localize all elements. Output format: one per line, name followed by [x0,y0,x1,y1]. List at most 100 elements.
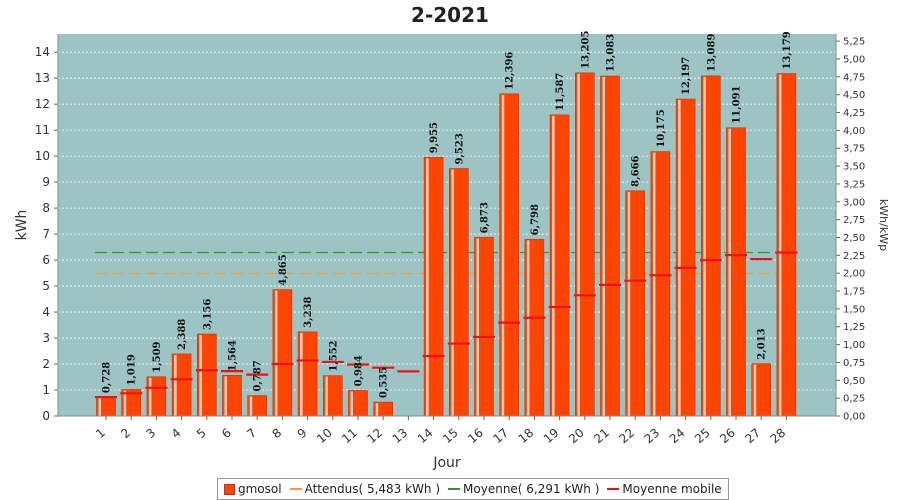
x-tick-label-2: 2 [118,426,133,442]
x-tick-label-20: 20 [566,426,587,447]
value-label-14: 9,955 [429,122,440,153]
y2-tick-label: 2,00 [843,269,865,280]
bar-highlight-6 [224,376,227,416]
legend: gmosol Attendus( 5,483 kWh ) Moyenne( 6,… [217,478,729,500]
x-tick-label-26: 26 [717,426,738,447]
value-label-21: 13,083 [606,34,617,72]
value-label-18: 6,798 [530,204,541,235]
value-label-4: 2,388 [177,319,188,350]
value-labels: 0,728 1,019 1,509 2,388 3,156 1,564 0,787 4,865… [102,31,793,399]
x-tick-label-7: 7 [244,426,259,442]
y-tick-label: 4 [42,305,50,319]
y2-tick-label: 3,00 [843,197,865,208]
bar-highlight-8 [274,290,278,416]
bar-highlight-23 [652,152,656,416]
y-tick-label: 2 [42,357,50,371]
value-label-15: 9,523 [454,133,465,164]
value-label-16: 6,873 [480,202,491,233]
y-tick-label: 12 [35,97,50,111]
y-axis-label: kWh [14,210,30,241]
y2-tick-label: 4,25 [843,108,865,119]
y2-axis-label: kWh/kWp [877,199,890,251]
value-label-26: 11,091 [732,86,743,124]
bar-highlight-4 [174,354,177,416]
value-label-9: 3,238 [303,297,314,328]
value-label-3: 1,509 [152,341,163,372]
bar-highlight-11 [350,391,353,416]
x-tick-label-9: 9 [295,426,310,442]
y2-tick-label: 4,00 [843,126,865,137]
x-tick-label-23: 23 [642,426,663,447]
bar-highlight-12 [375,403,379,416]
value-label-1: 0,728 [102,362,113,393]
y2-tick-label: 5,25 [843,37,865,48]
chart-title: 2-2021 [411,3,489,27]
y-tick-label: 9 [42,175,50,189]
x-tick-label-10: 10 [314,426,335,447]
y2-tick-label: 1,50 [843,304,865,315]
bars [96,72,797,417]
y2-tick-label: 0,50 [843,376,865,387]
x-axis-label: Jour [432,455,461,471]
bar-highlight-14 [426,158,429,417]
y2-tick-label: 0,75 [843,358,865,369]
bar-highlight-22 [627,191,631,416]
bar-highlight-27 [753,364,757,416]
bar-highlight-20 [577,73,580,416]
value-label-12: 0,535 [379,367,390,398]
value-label-2: 1,019 [127,354,138,385]
y2-tick-label: 3,75 [843,144,865,155]
legend-label-attendus: Attendus( 5,483 kWh ) [304,482,441,496]
bar-highlight-9 [300,332,303,416]
y2-tick-label: 2,50 [843,233,865,244]
bar-highlight-10 [325,376,328,416]
y2-tick-label: 1,00 [843,340,865,351]
bar-highlight-17 [501,94,505,416]
x-tick-label-13: 13 [390,426,411,447]
bar-highlight-15 [451,169,454,416]
x-tick-label-11: 11 [339,426,360,447]
x-tick-label-21: 21 [591,426,612,447]
x-tick-label-27: 27 [742,426,763,447]
y2-tick-label: 3,50 [843,162,865,173]
value-label-6: 1,564 [228,340,239,371]
value-label-22: 8,666 [631,155,642,186]
bar-highlight-19 [552,115,555,417]
y-tick-label: 0 [42,409,50,423]
value-label-23: 10,175 [656,109,667,147]
value-label-25: 13,089 [706,34,717,72]
y-tick-label: 5 [42,279,50,293]
y-tick-label: 10 [35,149,50,163]
legend-item-attendus: Attendus( 5,483 kWh ) [289,482,441,496]
y2-tick-label: 2,75 [843,215,865,226]
bar-highlight-18 [526,240,530,416]
bar-highlight-24 [678,100,681,416]
bar-highlight-28 [778,74,782,417]
y2-tick-label: 0,25 [843,394,865,405]
value-label-11: 0,984 [354,355,365,386]
x-tick-label-6: 6 [219,426,234,442]
value-label-17: 12,396 [505,52,516,90]
y2-tick-label: 1,25 [843,322,865,333]
x-tick-label-24: 24 [667,426,688,447]
x-tick-label-15: 15 [440,426,461,447]
legend-swatch-moyenne [448,488,461,490]
y-tick-label: 7 [42,227,50,241]
x-tick-label-4: 4 [169,426,184,442]
x-tick-label-18: 18 [516,426,537,447]
y2-tick-label: 1,75 [843,287,865,298]
value-label-5: 3,156 [202,299,213,330]
bar-highlight-2 [123,390,127,416]
axes: 012345678910111213140,000,250,500,751,00… [35,34,865,447]
y-tick-label: 3 [42,331,50,345]
legend-swatch-gmosol [224,483,235,495]
x-tick-label-3: 3 [143,426,158,442]
y2-tick-label: 4,50 [843,90,865,101]
x-tick-label-28: 28 [768,426,789,447]
bar-highlight-1 [98,398,101,416]
legend-item-mobile: Moyenne mobile [607,482,722,496]
x-tick-label-19: 19 [541,426,562,447]
y2-tick-label: 0,00 [843,412,865,423]
bar-highlight-25 [703,76,706,417]
